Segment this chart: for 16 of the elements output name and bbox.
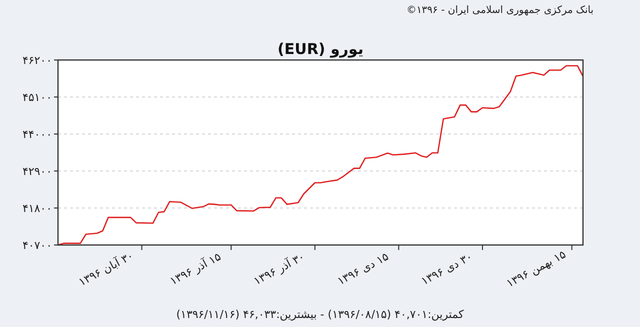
x-tick-label: ۳۰ دی ۱۳۹۶	[419, 250, 475, 288]
y-tick-label: ۴۲۹۰۰	[22, 165, 52, 178]
text: بانک مرکزی جمهوری اسلامی ایران - ۱۳۹۶©	[406, 5, 594, 16]
y-tick-label: ۴۰۷۰۰	[22, 239, 52, 252]
x-tick-label: ۱۵ دی ۱۳۹۶	[335, 250, 391, 288]
y-tick-label: ۴۴۰۰۰	[22, 128, 52, 141]
y-tick-label: ۴۵۱۰۰	[22, 91, 52, 104]
x-tick-label: ۱۵ بهمن ۱۳۹۶	[504, 248, 568, 290]
line-series	[57, 65, 584, 246]
x-tick-label: ۳۰ آبان ۱۳۹۶	[76, 248, 136, 289]
text: کمترین:۴۰,۷۰۱ (۱۳۹۶/۰۸/۱۵) - بیشترین:۴۶,۰۳۳ (۱۳۹۶/۱۱/۱۶)	[176, 308, 464, 321]
y-tick-label: ۴۱۸۰۰	[22, 202, 52, 215]
y-tick-label: ۴۶۲۰۰	[22, 54, 52, 67]
x-tick-label: ۳۰ آذر ۱۳۹۶	[251, 249, 307, 288]
chart-title: یورو (EUR)	[278, 40, 364, 58]
x-tick-label: ۱۵ آذر ۱۳۹۶	[167, 249, 224, 288]
